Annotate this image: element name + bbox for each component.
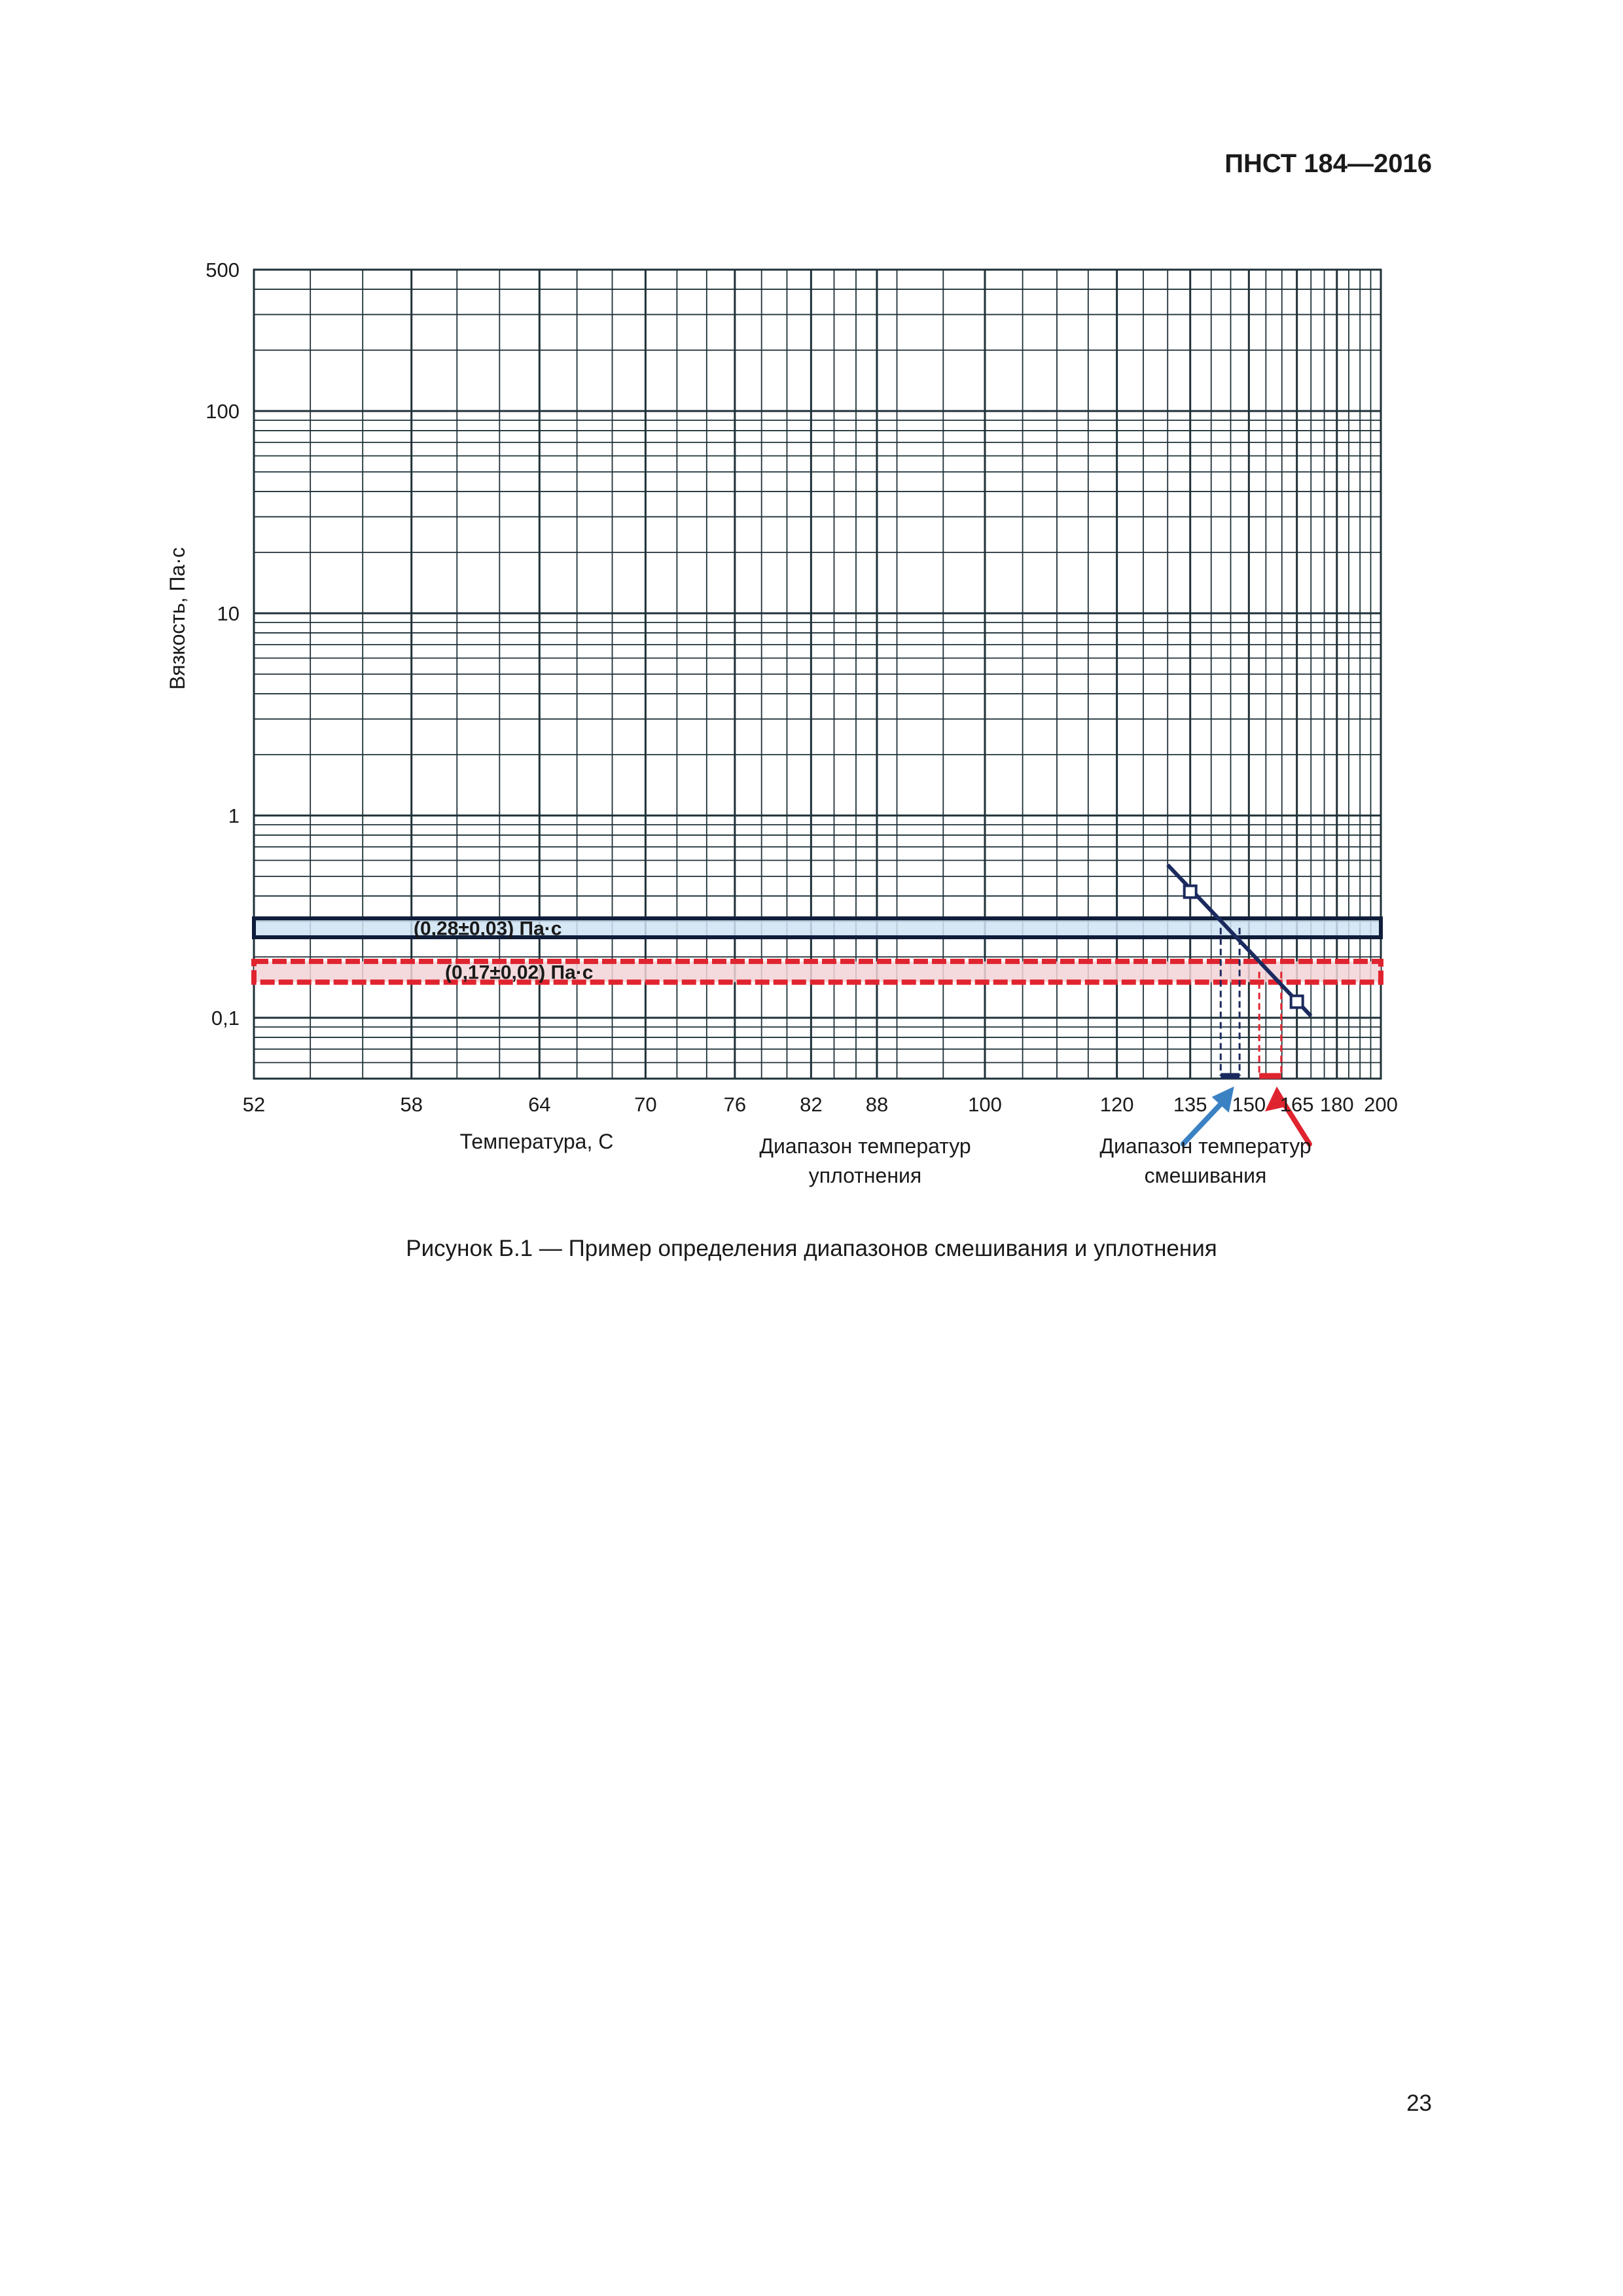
- chart-labels: 52 58 64 70 76 82 88 100 120 135 150 165 180 200 0,1 1 1…: [166, 259, 1398, 1187]
- figure-caption: Рисунок Б.1 — Пример определения диапазо…: [406, 1236, 1217, 1261]
- viscosity-line: [1166, 863, 1313, 1018]
- y-tick-label: 100: [205, 400, 240, 423]
- x-tick-label: 52: [243, 1093, 265, 1116]
- viscosity-band: [251, 958, 1383, 985]
- x-tick-label: 135: [1173, 1093, 1207, 1116]
- x-tick-label: 180: [1320, 1093, 1354, 1116]
- data-point: [1183, 884, 1198, 899]
- y-tick-label: 1: [228, 804, 240, 827]
- range-arrow-head: [1211, 1086, 1234, 1113]
- x-tick-label: 82: [800, 1093, 822, 1116]
- plot-border: [253, 268, 1382, 1080]
- document-code: ПНСТ 184—2016: [1224, 149, 1432, 178]
- temperature-ranges: [1180, 927, 1312, 1147]
- band-label: (0,28±0,03) Па·с: [414, 918, 562, 940]
- x-tick-label: 120: [1100, 1093, 1134, 1116]
- x-axis-label: Температура, С: [460, 1130, 614, 1153]
- y-axis-label: Вязкость, Па·с: [166, 547, 189, 690]
- range-label: смешивания: [1145, 1164, 1267, 1187]
- range-arrow-head: [1264, 1086, 1289, 1111]
- x-tick-label: 76: [724, 1093, 746, 1116]
- range-label: уплотнения: [809, 1164, 921, 1187]
- viscosity-band: [252, 916, 1383, 940]
- x-tick-label: 100: [968, 1093, 1002, 1116]
- x-tick-label: 150: [1232, 1093, 1266, 1116]
- x-tick-label: 200: [1364, 1093, 1398, 1116]
- x-tick-label: 88: [866, 1093, 888, 1116]
- y-tick-label: 500: [205, 259, 240, 281]
- range-label: Диапазон температур: [1099, 1134, 1311, 1158]
- y-tick-label: 10: [217, 602, 240, 625]
- x-tick-label: 165: [1280, 1093, 1314, 1116]
- range-label: Диапазон температур: [759, 1134, 971, 1158]
- range-arrow-shaft: [1180, 1096, 1229, 1147]
- y-tick-label: 0,1: [211, 1007, 240, 1030]
- chart-grid: [253, 268, 1382, 1080]
- x-tick-label: 70: [634, 1093, 656, 1116]
- data-point: [1289, 994, 1304, 1009]
- x-tick-label: 58: [400, 1093, 422, 1116]
- band-label: (0,17±0,02) Па·с: [445, 962, 593, 984]
- viscosity-bands: [251, 916, 1383, 985]
- page-number: 23: [1406, 2090, 1432, 2116]
- x-tick-label: 64: [528, 1093, 550, 1116]
